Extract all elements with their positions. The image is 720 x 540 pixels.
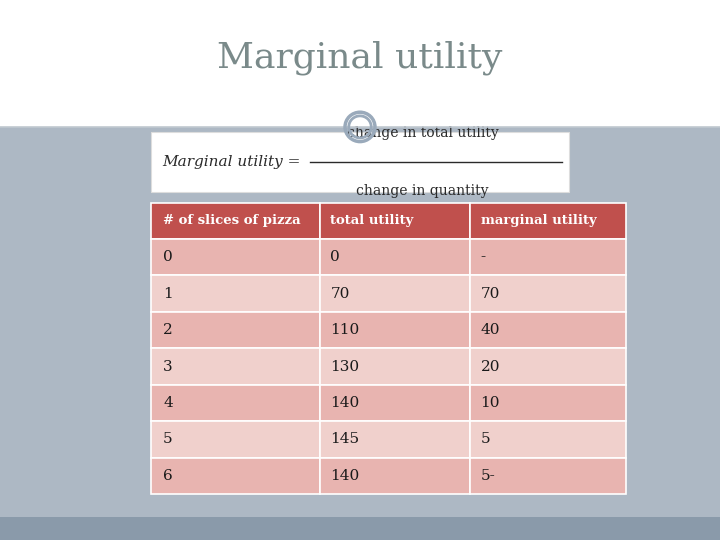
Bar bbox=[151, 239, 320, 275]
Bar bbox=[469, 312, 626, 348]
Bar bbox=[320, 275, 469, 312]
Text: Marginal utility: Marginal utility bbox=[217, 41, 503, 75]
Bar bbox=[469, 275, 626, 312]
Text: change in total utility: change in total utility bbox=[347, 126, 498, 140]
Text: 130: 130 bbox=[330, 360, 359, 374]
Text: 110: 110 bbox=[330, 323, 359, 337]
Bar bbox=[320, 458, 469, 494]
Bar bbox=[151, 384, 320, 421]
Text: 3: 3 bbox=[163, 360, 173, 374]
Bar bbox=[469, 348, 626, 384]
Text: 1: 1 bbox=[163, 287, 173, 301]
Bar bbox=[151, 458, 320, 494]
Text: 70: 70 bbox=[330, 287, 350, 301]
Bar bbox=[469, 384, 626, 421]
Text: 20: 20 bbox=[480, 360, 500, 374]
Text: 145: 145 bbox=[330, 433, 359, 447]
Bar bbox=[320, 348, 469, 384]
Bar bbox=[151, 132, 569, 192]
Bar bbox=[151, 202, 320, 239]
Bar bbox=[469, 202, 626, 239]
Text: 5: 5 bbox=[163, 433, 173, 447]
Text: marginal utility: marginal utility bbox=[480, 214, 596, 227]
Text: total utility: total utility bbox=[330, 214, 414, 227]
Bar bbox=[320, 312, 469, 348]
Text: 4: 4 bbox=[163, 396, 173, 410]
Bar bbox=[151, 421, 320, 458]
Text: -: - bbox=[480, 250, 486, 264]
Text: 5: 5 bbox=[480, 433, 490, 447]
Bar bbox=[469, 239, 626, 275]
Text: Marginal utility =: Marginal utility = bbox=[163, 155, 306, 169]
Bar bbox=[151, 275, 320, 312]
Text: 140: 140 bbox=[330, 396, 359, 410]
Text: 6: 6 bbox=[163, 469, 173, 483]
Text: 5-: 5- bbox=[480, 469, 495, 483]
Text: 0: 0 bbox=[163, 250, 173, 264]
Text: # of slices of pizza: # of slices of pizza bbox=[163, 214, 301, 227]
Text: 70: 70 bbox=[480, 287, 500, 301]
Bar bbox=[0, 0, 720, 127]
Text: 40: 40 bbox=[480, 323, 500, 337]
Bar bbox=[151, 348, 320, 384]
Bar bbox=[320, 421, 469, 458]
Text: 10: 10 bbox=[480, 396, 500, 410]
Bar bbox=[469, 421, 626, 458]
Text: change in quantity: change in quantity bbox=[356, 184, 489, 198]
Bar bbox=[0, 517, 720, 540]
Bar bbox=[320, 202, 469, 239]
Bar bbox=[320, 384, 469, 421]
Text: 140: 140 bbox=[330, 469, 359, 483]
Text: 0: 0 bbox=[330, 250, 340, 264]
Bar bbox=[151, 312, 320, 348]
Bar bbox=[320, 239, 469, 275]
Text: 2: 2 bbox=[163, 323, 173, 337]
Bar bbox=[469, 458, 626, 494]
